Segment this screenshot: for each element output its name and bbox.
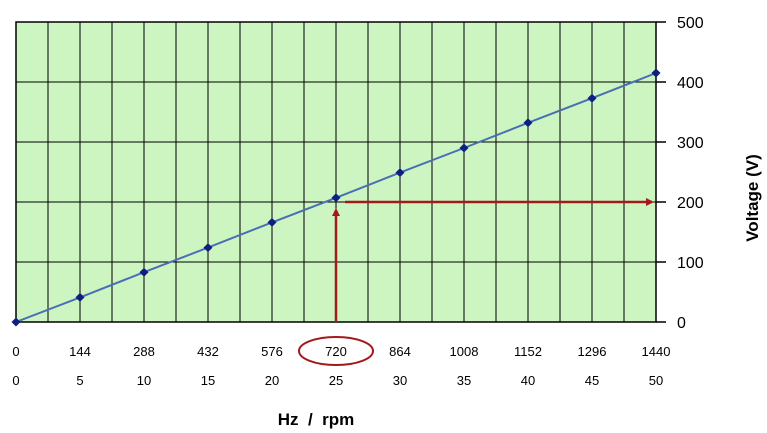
x-rpm-tick-label: 864 [389, 344, 411, 359]
x-rpm-tick-label: 288 [133, 344, 155, 359]
y-tick-label: 200 [677, 195, 704, 212]
x-hz-tick-label: 25 [329, 373, 343, 388]
x-rpm-tick-label: 1440 [642, 344, 671, 359]
x-hz-tick-label: 40 [521, 373, 535, 388]
x-axis-rpm-tick-labels: 0 144 288 432 576 720 864 1008 1152 1296 1440 [12, 344, 670, 359]
data-point [523, 118, 533, 128]
x-rpm-tick-label: 1008 [450, 344, 479, 359]
x-rpm-tick-label: 1296 [578, 344, 607, 359]
x-rpm-tick-label: 1152 [514, 344, 542, 359]
highlight-annotation [298, 198, 654, 366]
data-point [651, 68, 661, 78]
x-rpm-tick-label: 576 [261, 344, 283, 359]
x-rpm-tick-label: 432 [197, 344, 219, 359]
data-point [11, 317, 21, 327]
x-rpm-tick-label: 720 [325, 344, 347, 359]
y-tick-label: 100 [677, 255, 704, 272]
highlight-ellipse [298, 336, 374, 366]
y-axis-label: Voltage (V) [743, 154, 762, 242]
voltage-series-points [11, 68, 661, 327]
x-hz-tick-label: 30 [393, 373, 407, 388]
x-axis-hz-tick-labels: 0 5 10 15 20 25 30 35 40 45 50 [12, 373, 663, 388]
x-hz-tick-label: 35 [457, 373, 471, 388]
y-tick-label: 300 [677, 135, 704, 152]
x-hz-tick-label: 10 [137, 373, 151, 388]
data-point [331, 193, 341, 203]
x-hz-tick-label: 15 [201, 373, 215, 388]
y-axis-tick-labels: 0 100 200 300 400 500 [677, 15, 704, 332]
data-point [203, 243, 213, 253]
data-point [139, 267, 149, 277]
x-hz-tick-label: 45 [585, 373, 599, 388]
x-rpm-tick-label: 0 [12, 344, 19, 359]
x-hz-tick-label: 0 [12, 373, 19, 388]
data-point [587, 93, 597, 103]
data-point [75, 292, 85, 302]
data-point [459, 143, 469, 153]
data-point [267, 217, 277, 227]
y-tick-label: 500 [677, 15, 704, 32]
y-tick-label: 0 [677, 315, 686, 332]
x-hz-tick-label: 50 [649, 373, 663, 388]
x-axis-label: Hz / rpm [278, 410, 355, 429]
y-axis-tick-marks [656, 21, 666, 323]
x-hz-tick-label: 5 [76, 373, 83, 388]
x-rpm-tick-label: 144 [69, 344, 91, 359]
y-tick-label: 400 [677, 75, 704, 92]
x-hz-tick-label: 20 [265, 373, 279, 388]
data-point [395, 168, 405, 178]
